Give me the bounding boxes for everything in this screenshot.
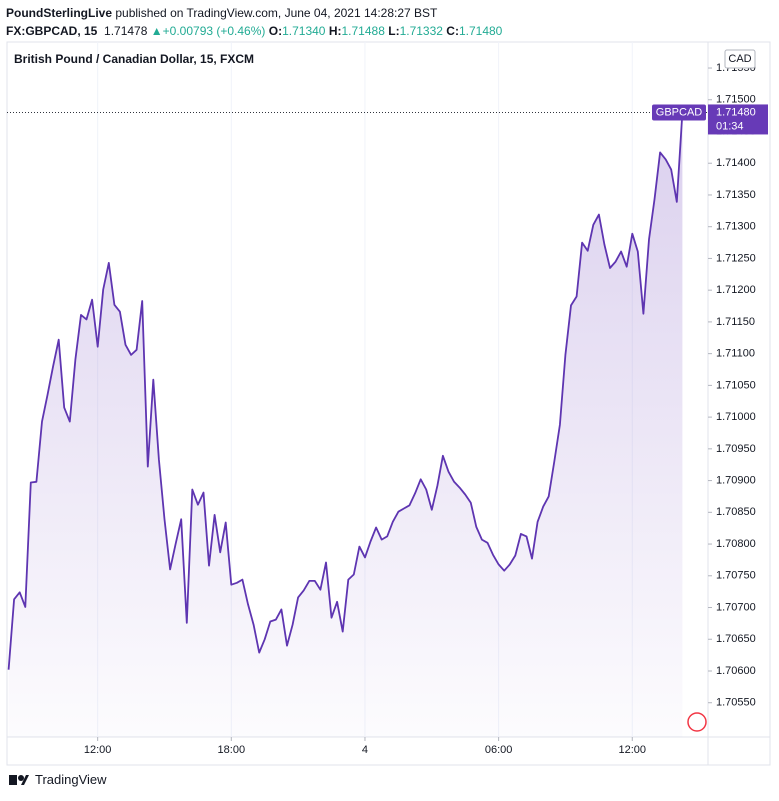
ohlc-value: 1.71340	[282, 24, 326, 38]
area-fill	[8, 112, 683, 737]
header-line-2: FX:GBPCAD, 15 1.71478 ▲+0.00793 (+0.46%)…	[6, 22, 502, 40]
footer: TradingView	[8, 772, 107, 787]
x-tick-label: 4	[362, 744, 368, 756]
price-tag-bg	[708, 104, 768, 135]
last-price: 1.71478	[104, 24, 148, 38]
symbol-tag-bg	[652, 104, 706, 121]
y-tick-label: 1.70700	[716, 601, 756, 613]
chart: 1.70550 1.70600 1.70650 1.70700 1.70750 1.708…	[6, 41, 771, 766]
y-tick-label: 1.70850	[716, 506, 756, 518]
y-tick-label: 1.71050	[716, 379, 756, 391]
unit-box	[724, 49, 756, 69]
symbol-tag: GBPCAD	[656, 106, 703, 118]
x-tick-label: 18:00	[218, 744, 246, 756]
ohlc: O:1.71340 H:1.71488 L:1.71332 C:1.71480	[269, 24, 503, 38]
y-tick-label: 1.70950	[716, 443, 756, 455]
chart-title: British Pound / Canadian Dollar, 15, FXC…	[14, 52, 254, 66]
y-tick-label: 1.70900	[716, 474, 756, 486]
x-tick-label: 06:00	[485, 744, 513, 756]
header: PoundSterlingLive published on TradingVi…	[6, 4, 502, 40]
y-tick-label: 1.71500	[716, 94, 756, 106]
ohlc-value: 1.71488	[341, 24, 385, 38]
price-tag: 1.71480	[716, 106, 756, 118]
published: published on TradingView.com, June 04, 2…	[115, 6, 438, 20]
y-tick-label: 1.70550	[716, 697, 756, 709]
ohlc-value: 1.71480	[458, 24, 503, 38]
ohlc-label: L:	[388, 24, 400, 38]
ohlc-label: C:	[446, 24, 459, 38]
y-tick-label: 1.71300	[716, 221, 756, 233]
ohlc-value: 1.71332	[399, 24, 443, 38]
y-tick-label: 1.71350	[716, 189, 756, 201]
y-tick-label: 1.71150	[716, 316, 755, 328]
price-line	[7, 112, 684, 670]
y-tick-label: 1.71100	[716, 348, 755, 360]
ohlc-label: O:	[268, 24, 283, 38]
y-tick-label: 1.70750	[716, 570, 756, 582]
countdown: 01:34	[716, 120, 744, 132]
alert-icon	[687, 712, 707, 732]
y-tick-label: 1.70650	[716, 633, 756, 645]
x-tick-label: 12:00	[84, 744, 112, 756]
y-tick-label: 1.71250	[716, 252, 756, 264]
publisher: PoundSterlingLive	[6, 6, 113, 20]
logo	[9, 774, 29, 785]
y-tick-label: 1.71000	[716, 411, 756, 423]
y-tick-label: 1.70600	[716, 665, 756, 677]
symbol: FX:GBPCAD, 15	[6, 24, 98, 38]
change: +0.00793 (+0.46%)	[162, 24, 266, 38]
y-tick-label: 1.71400	[716, 157, 756, 169]
y-tick-label: 1.70800	[716, 538, 756, 550]
unit-label: CAD	[728, 53, 751, 65]
header-line-1: PoundSterlingLive published on TradingVi…	[6, 4, 502, 22]
brand: TradingView	[35, 772, 107, 787]
ohlc-label: H:	[328, 24, 342, 38]
y-tick-label: 1.71200	[716, 284, 756, 296]
arrow: ▲	[150, 24, 163, 38]
x-tick-label: 12:00	[618, 744, 646, 756]
